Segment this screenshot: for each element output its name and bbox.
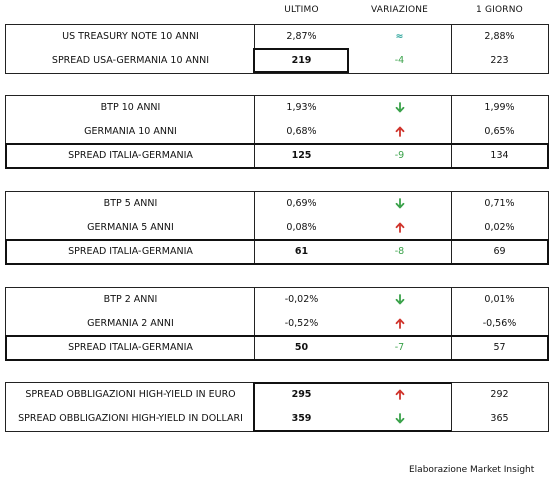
giorno-value: 1,99% (484, 102, 515, 113)
row-label: BTP 10 ANNI (100, 102, 161, 113)
row-label: SPREAD ITALIA-GERMANIA (68, 246, 193, 257)
arrow-down-icon (348, 407, 451, 431)
approx-icon: ≈ (395, 31, 404, 42)
highlighted-ultimo-border (253, 382, 452, 432)
row-label: GERMANIA 5 ANNI (87, 222, 174, 233)
giorno-value: 0,71% (484, 198, 515, 209)
column-header-ultimo: ULTIMO (284, 5, 319, 15)
column-divider (254, 192, 255, 264)
ultimo-value: -0,52% (284, 318, 319, 329)
row-label: SPREAD ITALIA-GERMANIA (68, 150, 193, 161)
giorno-value: 2,88% (484, 31, 515, 42)
highlighted-ultimo-border (253, 48, 349, 73)
table-row: SPREAD ITALIA-GERMANIA 50 -7 57 (6, 336, 548, 360)
arrow-down-icon (348, 192, 451, 216)
row-label: SPREAD ITALIA-GERMANIA (68, 342, 193, 353)
giorno-value: 0,02% (484, 222, 515, 233)
giorno-value: 292 (490, 389, 509, 400)
ultimo-value: 61 (294, 246, 309, 257)
column-divider (254, 288, 255, 360)
giorno-value: 365 (490, 413, 509, 424)
giorno-value: 57 (493, 342, 506, 353)
ultimo-value: 2,87% (286, 31, 317, 42)
table-row: SPREAD OBBLIGAZIONI HIGH-YIELD IN EURO 29… (6, 383, 548, 407)
column-divider (451, 96, 452, 168)
ultimo-value: 0,69% (286, 198, 317, 209)
column-divider (254, 96, 255, 168)
highlighted-spread-row-border (5, 335, 549, 361)
highlighted-spread-row-border (5, 239, 549, 265)
table-block: BTP 10 ANNI 1,93% 1,99% GERMANIA 10 ANNI 0,6… (5, 95, 549, 169)
row-label: GERMANIA 10 ANNI (84, 126, 177, 137)
ultimo-value: 0,68% (286, 126, 317, 137)
giorno-value: 134 (490, 150, 509, 161)
giorno-value: 0,65% (484, 126, 515, 137)
arrow-up-icon (348, 216, 451, 240)
ultimo-value: 125 (291, 150, 312, 161)
column-header-variazione: VARIAZIONE (370, 5, 429, 15)
row-label: US TREASURY NOTE 10 ANNI (62, 31, 199, 42)
row-label: GERMANIA 2 ANNI (87, 318, 174, 329)
table-row: GERMANIA 10 ANNI 0,68% 0,65% (6, 120, 548, 144)
arrow-up-icon (348, 383, 451, 407)
variazione-value: -8 (394, 246, 405, 257)
table-row: SPREAD USA-GERMANIA 10 ANNI 219 -4 223 (6, 49, 548, 73)
giorno-value: 223 (490, 55, 509, 66)
variazione-value: -4 (394, 55, 405, 66)
table-row: GERMANIA 5 ANNI 0,08% 0,02% (6, 216, 548, 240)
table-row: SPREAD ITALIA-GERMANIA 61 -8 69 (6, 240, 548, 264)
highlighted-spread-row-border (5, 143, 549, 169)
column-divider (451, 25, 452, 73)
arrow-up-icon (348, 312, 451, 336)
table-row: BTP 10 ANNI 1,93% 1,99% (6, 96, 548, 120)
arrow-down-icon (348, 288, 451, 312)
table-block: BTP 2 ANNI -0,02% 0,01% GERMANIA 2 ANNI -0,5… (5, 287, 549, 361)
variazione-value: -7 (394, 342, 405, 353)
table-row: BTP 5 ANNI 0,69% 0,71% (6, 192, 548, 216)
column-divider (451, 192, 452, 264)
source-footer: Elaborazione Market Insight (409, 465, 535, 475)
ultimo-value: 295 (291, 389, 312, 400)
table-block: BTP 5 ANNI 0,69% 0,71% GERMANIA 5 ANNI 0,08%… (5, 191, 549, 265)
table-row: BTP 2 ANNI -0,02% 0,01% (6, 288, 548, 312)
giorno-value: 0,01% (484, 294, 515, 305)
column-header-1-giorno: 1 GIORNO (476, 5, 523, 15)
table-row: SPREAD ITALIA-GERMANIA 125 -9 134 (6, 144, 548, 168)
ultimo-value: 219 (291, 55, 312, 66)
ultimo-value: 50 (294, 342, 309, 353)
row-label: SPREAD USA-GERMANIA 10 ANNI (51, 55, 210, 66)
row-label: BTP 5 ANNI (103, 198, 158, 209)
row-label: BTP 2 ANNI (103, 294, 158, 305)
row-label: SPREAD OBBLIGAZIONI HIGH-YIELD IN EURO (25, 389, 236, 400)
ultimo-value: 1,93% (286, 102, 317, 113)
arrow-up-icon (348, 120, 451, 144)
row-label: SPREAD OBBLIGAZIONI HIGH-YIELD IN DOLLAR… (18, 413, 243, 424)
table-block: SPREAD OBBLIGAZIONI HIGH-YIELD IN EURO 29… (5, 382, 549, 432)
giorno-value: -0,56% (482, 318, 517, 329)
table-row: GERMANIA 2 ANNI -0,52% -0,56% (6, 312, 548, 336)
ultimo-value: -0,02% (284, 294, 319, 305)
giorno-value: 69 (493, 246, 506, 257)
table-row: US TREASURY NOTE 10 ANNI 2,87% ≈2,88% (6, 25, 548, 49)
ultimo-value: 359 (291, 413, 312, 424)
variazione-value: -9 (394, 150, 405, 161)
table-block: US TREASURY NOTE 10 ANNI 2,87% ≈2,88% SPREA… (5, 24, 549, 74)
table-row: SPREAD OBBLIGAZIONI HIGH-YIELD IN DOLLAR… (6, 407, 548, 431)
ultimo-value: 0,08% (286, 222, 317, 233)
column-divider (451, 288, 452, 360)
arrow-down-icon (348, 96, 451, 120)
